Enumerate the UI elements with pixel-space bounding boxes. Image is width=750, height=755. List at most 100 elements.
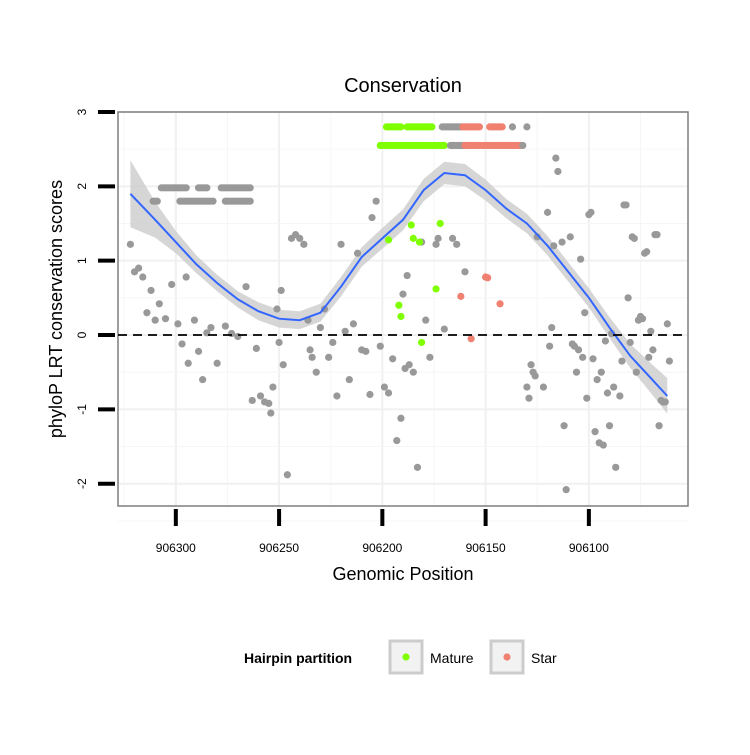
data-point-other	[626, 338, 634, 347]
legend-key-mature	[402, 653, 410, 661]
data-point-other	[380, 383, 389, 391]
data-point-other	[552, 154, 560, 162]
smooth-line-layer	[129, 171, 669, 397]
data-point-other	[645, 353, 653, 361]
data-point-other	[389, 355, 397, 363]
data-point-star	[467, 335, 475, 343]
data-point-other	[562, 486, 570, 494]
data-point-other	[655, 422, 663, 430]
data-point-other	[546, 342, 554, 350]
data-point-other	[341, 327, 349, 335]
y-tick-label: 2	[75, 183, 89, 190]
data-point-other	[605, 422, 614, 430]
data-point-other	[632, 368, 640, 376]
data-point-other	[413, 463, 422, 471]
data-point-other	[461, 268, 469, 276]
data-point-other	[624, 294, 632, 302]
data-point-other	[403, 271, 411, 280]
data-point-other	[434, 234, 442, 242]
data-point-other	[397, 414, 405, 422]
data-point-other	[448, 234, 457, 242]
hairpin-point-other	[246, 197, 254, 205]
x-tick-label: 906250	[259, 541, 299, 555]
y-tick-label: -1	[75, 404, 89, 415]
data-point-mature	[417, 338, 426, 347]
data-point-other	[531, 372, 539, 380]
data-point-other	[199, 376, 207, 384]
data-point-other	[581, 309, 589, 317]
data-point-other	[647, 327, 655, 335]
data-point-other	[409, 368, 417, 376]
smooth-line	[129, 171, 669, 397]
data-point-other	[525, 394, 533, 402]
legend: Hairpin partition Mature Star	[244, 639, 557, 675]
data-point-other	[593, 376, 601, 384]
smooth-ribbon	[130, 160, 668, 414]
data-point-other	[543, 208, 552, 216]
hairpin-point-star	[475, 123, 484, 131]
data-point-other	[579, 353, 587, 361]
data-point-star	[457, 292, 465, 300]
data-point-other	[422, 316, 430, 324]
x-axis: 906300 906250 906200 906150 906100	[156, 509, 609, 555]
data-point-other	[174, 320, 182, 328]
data-point-other	[168, 280, 176, 289]
data-point-other	[277, 286, 285, 295]
data-point-other	[126, 240, 134, 248]
data-point-other	[566, 233, 574, 241]
data-point-other	[353, 249, 362, 257]
data-point-other	[577, 255, 585, 263]
y-tick-label: -2	[75, 478, 89, 489]
hairpin-point-other	[246, 184, 254, 192]
hairpin-point-other	[523, 123, 531, 131]
x-tick-label: 906150	[466, 541, 506, 555]
data-point-other	[333, 392, 341, 400]
hairpin-point-other	[203, 184, 211, 192]
y-tick-label: 3	[75, 108, 89, 115]
data-point-other	[143, 309, 151, 317]
data-point-other	[653, 231, 661, 239]
data-point-mature	[415, 238, 424, 246]
data-point-mature	[432, 285, 440, 293]
data-point-other	[612, 463, 620, 471]
data-point-other	[337, 240, 345, 248]
hairpin-point-other	[209, 197, 217, 205]
y-axis: 3 2 1 0 -1 -2	[75, 108, 115, 489]
data-point-other	[432, 240, 440, 248]
hairpin-point-other	[508, 123, 517, 131]
points-layer	[126, 123, 674, 494]
data-point-other	[610, 383, 618, 391]
data-point-other	[405, 361, 413, 369]
data-point-mature	[407, 221, 415, 229]
data-point-other	[376, 342, 384, 350]
data-point-other	[366, 390, 374, 399]
data-point-mature	[397, 312, 405, 321]
x-tick-label: 906100	[569, 541, 609, 555]
data-point-other	[182, 273, 190, 281]
data-point-other	[265, 399, 273, 408]
data-point-other	[601, 337, 609, 345]
data-point-other	[161, 315, 170, 323]
data-point-other	[190, 316, 199, 324]
data-point-other	[296, 234, 304, 242]
data-point-other	[283, 471, 291, 479]
data-point-mature	[436, 219, 444, 228]
data-point-other	[234, 332, 242, 341]
data-point-other	[269, 383, 277, 391]
data-point-mature	[384, 236, 393, 244]
data-point-other	[139, 273, 147, 281]
data-point-other	[151, 316, 159, 324]
data-point-other	[227, 329, 236, 338]
data-point-other	[248, 396, 256, 405]
data-point-other	[548, 323, 556, 332]
data-point-other	[661, 398, 669, 406]
data-point-other	[597, 368, 605, 376]
data-point-other	[630, 234, 638, 242]
data-point-other	[362, 347, 370, 355]
data-point-other	[213, 359, 221, 367]
data-point-other	[325, 353, 333, 361]
data-point-star	[484, 274, 492, 282]
data-point-other	[399, 290, 407, 298]
